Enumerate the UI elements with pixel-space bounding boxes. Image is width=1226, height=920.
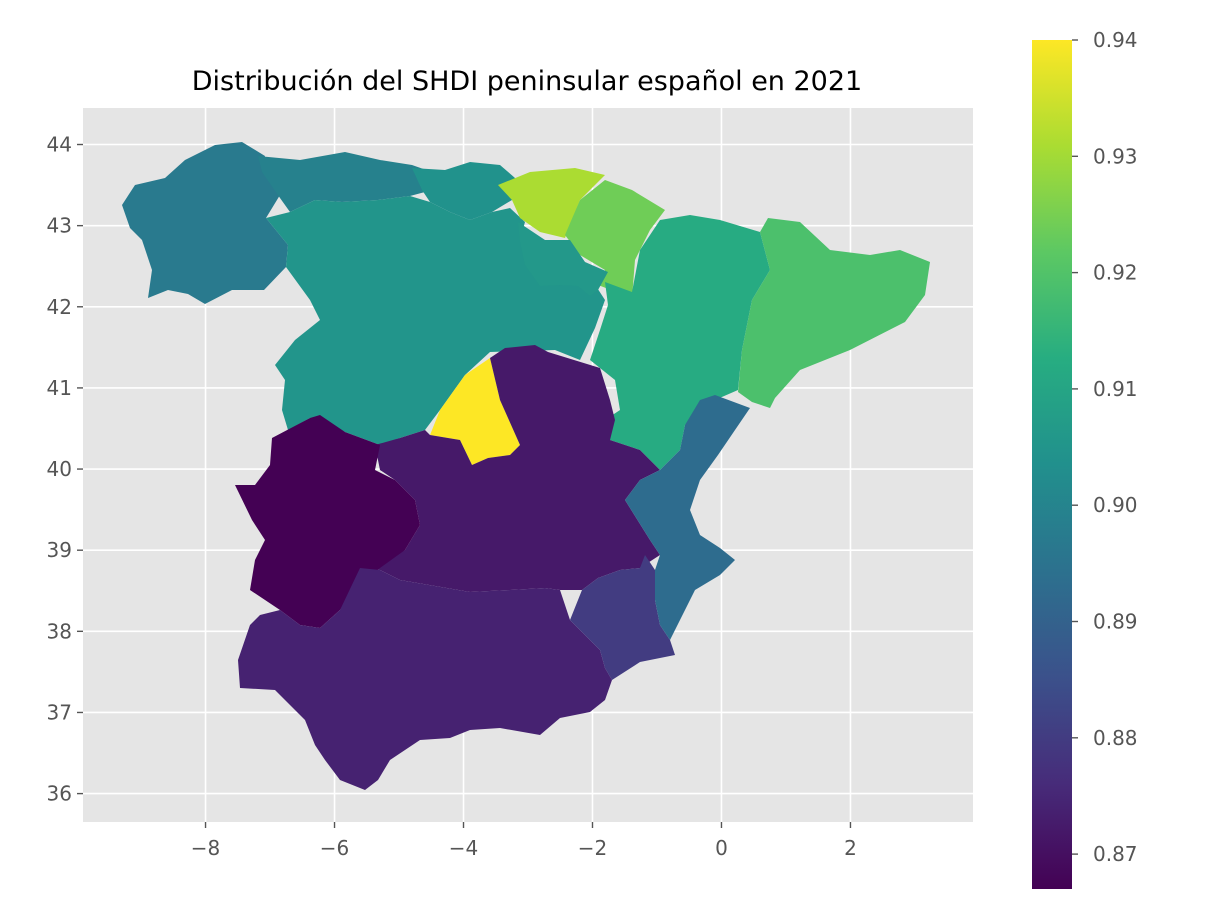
y-axis: 36 37 38 39 40 41 42 43 44 (47, 133, 83, 806)
map-region (266, 196, 605, 445)
y-tick-label: 40 (47, 457, 72, 481)
y-tick-label: 39 (47, 538, 72, 562)
colorbar-ticks: 0.87 0.88 0.89 0.90 0.91 0.92 0.93 0.94 (1072, 28, 1138, 866)
map-title: Distribución del SHDI peninsular español… (192, 66, 862, 97)
x-tick-label: −6 (320, 836, 349, 860)
map-region (498, 168, 605, 238)
map-region (122, 142, 288, 304)
y-tick-label: 41 (47, 376, 72, 400)
x-tick-label: −4 (449, 836, 478, 860)
y-tick-label: 37 (47, 700, 72, 724)
map-region (360, 345, 660, 592)
x-tick-label: 0 (715, 836, 728, 860)
colorbar-tick-label: 0.93 (1093, 144, 1138, 168)
y-tick-label: 42 (47, 295, 72, 319)
regions-layer (122, 142, 930, 790)
map-region (625, 395, 750, 640)
colorbar-tick-label: 0.94 (1093, 28, 1138, 52)
y-tick-label: 43 (47, 214, 72, 238)
colorbar-tick-label: 0.92 (1093, 261, 1138, 285)
x-tick-label: −2 (578, 836, 607, 860)
map-region (430, 358, 520, 465)
colorbar-tick-label: 0.88 (1093, 726, 1138, 750)
map-region (570, 555, 675, 680)
map-region (565, 180, 665, 298)
map-region (590, 215, 770, 470)
map-region (412, 162, 515, 220)
map-region (738, 218, 930, 408)
map-region (518, 222, 608, 296)
map-region (258, 152, 432, 212)
y-tick-label: 38 (47, 619, 72, 643)
x-tick-label: 2 (844, 836, 857, 860)
map-region (235, 415, 420, 628)
colorbar-tick-label: 0.87 (1093, 842, 1138, 866)
y-tick-label: 44 (47, 133, 72, 157)
colorbar-tick-label: 0.89 (1093, 610, 1138, 634)
x-tick-label: −8 (191, 836, 220, 860)
x-axis: −8 −6 −4 −2 0 2 (191, 822, 857, 860)
colorbar (1032, 40, 1072, 889)
y-tick-label: 36 (47, 782, 72, 806)
colorbar-tick-label: 0.90 (1093, 493, 1138, 517)
colorbar-tick-label: 0.91 (1093, 377, 1138, 401)
map-region (238, 568, 612, 790)
